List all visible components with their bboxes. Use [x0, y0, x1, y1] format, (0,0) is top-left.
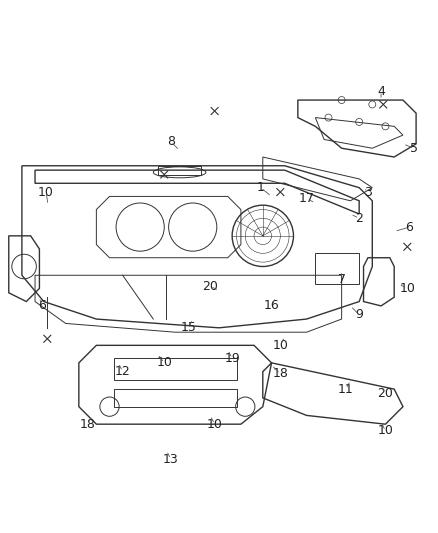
Text: 5: 5: [410, 142, 418, 155]
Text: 19: 19: [224, 352, 240, 365]
Text: 7: 7: [338, 273, 346, 286]
Text: 17: 17: [299, 192, 314, 205]
Text: 13: 13: [163, 453, 179, 466]
Text: 3: 3: [364, 185, 372, 198]
Text: 8: 8: [167, 135, 175, 148]
Text: 10: 10: [272, 339, 288, 352]
Text: 6: 6: [38, 300, 46, 312]
Text: 18: 18: [80, 418, 95, 431]
Text: 10: 10: [156, 357, 172, 369]
Text: 20: 20: [378, 387, 393, 400]
Text: 16: 16: [264, 300, 279, 312]
Text: 10: 10: [38, 185, 54, 198]
Text: 10: 10: [378, 424, 393, 437]
Text: 9: 9: [355, 308, 363, 321]
Text: 1: 1: [257, 181, 265, 194]
Text: 2: 2: [355, 212, 363, 225]
Text: 4: 4: [377, 85, 385, 98]
Text: 20: 20: [202, 280, 218, 293]
Text: 10: 10: [207, 418, 223, 431]
Text: 10: 10: [399, 282, 415, 295]
Text: 12: 12: [115, 365, 131, 378]
Text: 11: 11: [338, 383, 354, 395]
Text: 6: 6: [406, 221, 413, 233]
Text: 15: 15: [180, 321, 196, 334]
Text: 18: 18: [272, 367, 288, 381]
